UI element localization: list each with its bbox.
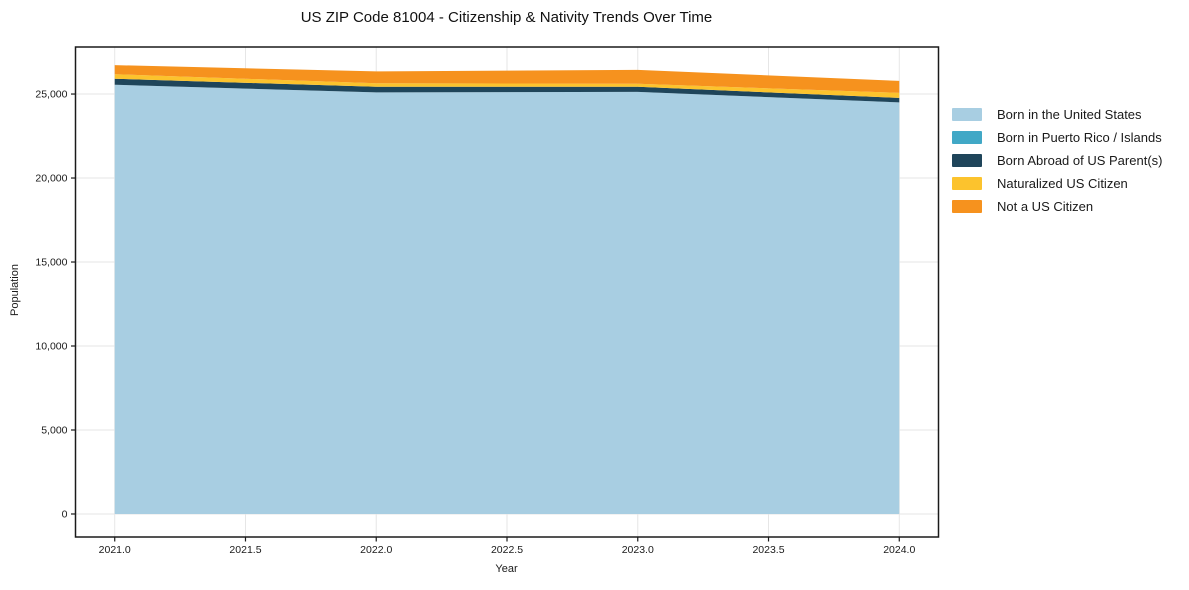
y-axis-label: Population — [9, 264, 21, 316]
legend-item: Born in the United States — [952, 103, 1162, 126]
x-tick-label: 2024.0 — [883, 544, 915, 556]
x-tick-label: 2021.5 — [229, 544, 261, 556]
x-tick-label: 2022.0 — [360, 544, 392, 556]
legend-label: Born in the United States — [997, 107, 1142, 122]
legend-label: Not a US Citizen — [997, 199, 1094, 214]
legend-swatch — [952, 108, 982, 121]
legend-label: Naturalized US Citizen — [997, 176, 1128, 191]
area-born-abroad-of-us-parent-s — [114, 78, 900, 103]
x-tick-label: 2023.5 — [752, 544, 784, 556]
legend-item: Naturalized US Citizen — [952, 172, 1162, 195]
area-not-a-us-citizen — [114, 65, 900, 93]
x-tick-label: 2021.0 — [99, 544, 131, 556]
area-naturalized-us-citizen — [114, 74, 900, 98]
y-tick-label: 15,000 — [35, 257, 67, 269]
legend-label: Born Abroad of US Parent(s) — [997, 153, 1163, 168]
legend-swatch — [952, 131, 982, 144]
legend-swatch — [952, 177, 982, 190]
legend-item: Born Abroad of US Parent(s) — [952, 149, 1162, 172]
legend-label: Born in Puerto Rico / Islands — [997, 130, 1162, 145]
legend-item: Not a US Citizen — [952, 195, 1162, 218]
legend-swatch — [952, 154, 982, 167]
x-tick-label: 2023.0 — [622, 544, 654, 556]
y-tick-label: 20,000 — [35, 173, 67, 185]
y-tick-label: 25,000 — [35, 89, 67, 101]
y-tick-label: 5,000 — [41, 424, 67, 436]
legend-swatch — [952, 200, 982, 213]
x-tick-label: 2022.5 — [491, 544, 523, 556]
x-axis-label: Year — [495, 563, 518, 575]
y-tick-label: 10,000 — [35, 341, 67, 353]
y-tick-label: 0 — [62, 508, 68, 520]
legend-item: Born in Puerto Rico / Islands — [952, 126, 1162, 149]
chart-title: US ZIP Code 81004 - Citizenship & Nativi… — [300, 9, 713, 26]
legend: Born in the United States Born in Puerto… — [952, 103, 1162, 218]
area-born-in-the-united-states — [114, 84, 900, 514]
